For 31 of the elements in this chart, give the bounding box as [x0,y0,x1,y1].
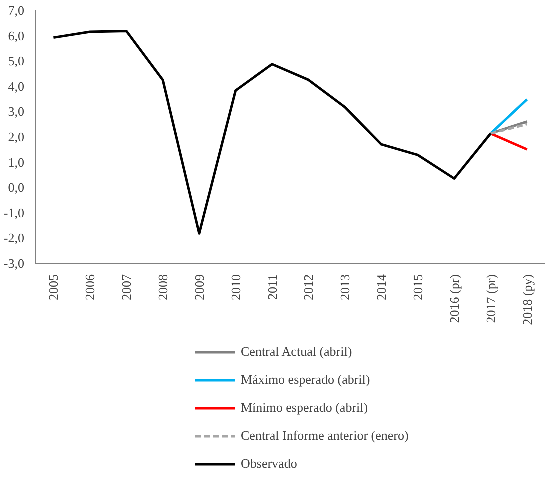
legend-label: Central Informe anterior (enero) [241,427,409,445]
x-tick-label: 2010 [228,274,244,300]
legend-label: Central Actual (abril) [241,343,352,361]
y-tick-label: 4,0 [8,78,24,94]
x-tick-label: 2011 [264,274,280,300]
x-tick-label: 2009 [192,274,207,300]
line-series [52,30,492,235]
y-tick-label: 7,0 [8,3,24,18]
x-tick-label: 2018 (py) [520,274,535,326]
y-tick-label: 5,0 [8,54,24,69]
y-tick-label: 3,0 [8,104,24,120]
x-tick-label: 2016 (pr) [446,274,462,324]
legend-label: Mínimo esperado (abril) [241,399,368,417]
x-tick-label: 2015 [410,274,426,300]
y-tick-label: 2,0 [8,130,24,144]
x-tick-label: 2005 [46,274,62,300]
x-tick-label: 2017 (pr) [483,274,498,324]
x-tick-label: 2014 [374,274,390,300]
x-tick-label: 2006 [82,274,98,300]
x-tick-label: 2012 [301,274,316,300]
y-tick-label: 6,0 [8,28,24,44]
y-tick-label: -3,0 [4,256,25,271]
legend-label: Máximo esperado (abril) [241,371,370,389]
x-tick-label: 2008 [156,274,170,300]
y-tick-label: 1,0 [8,154,24,170]
y-tick-label: -2,0 [4,230,25,246]
legend-label: Observado [241,455,298,473]
x-tick-label: 2013 [338,274,353,300]
y-tick-label: 0,0 [8,180,24,196]
y-tick-label: -1,0 [4,205,25,220]
x-tick-label: 2007 [119,274,134,300]
